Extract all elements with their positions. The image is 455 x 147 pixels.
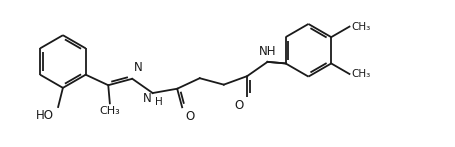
Text: HO: HO <box>36 109 54 122</box>
Text: CH₃: CH₃ <box>351 22 370 32</box>
Text: CH₃: CH₃ <box>99 106 120 116</box>
Text: O: O <box>185 110 194 123</box>
Text: N: N <box>134 61 142 75</box>
Text: CH₃: CH₃ <box>351 69 370 79</box>
Text: O: O <box>233 99 243 112</box>
Text: H: H <box>154 97 162 107</box>
Text: NH: NH <box>258 45 276 58</box>
Text: N: N <box>143 92 152 105</box>
